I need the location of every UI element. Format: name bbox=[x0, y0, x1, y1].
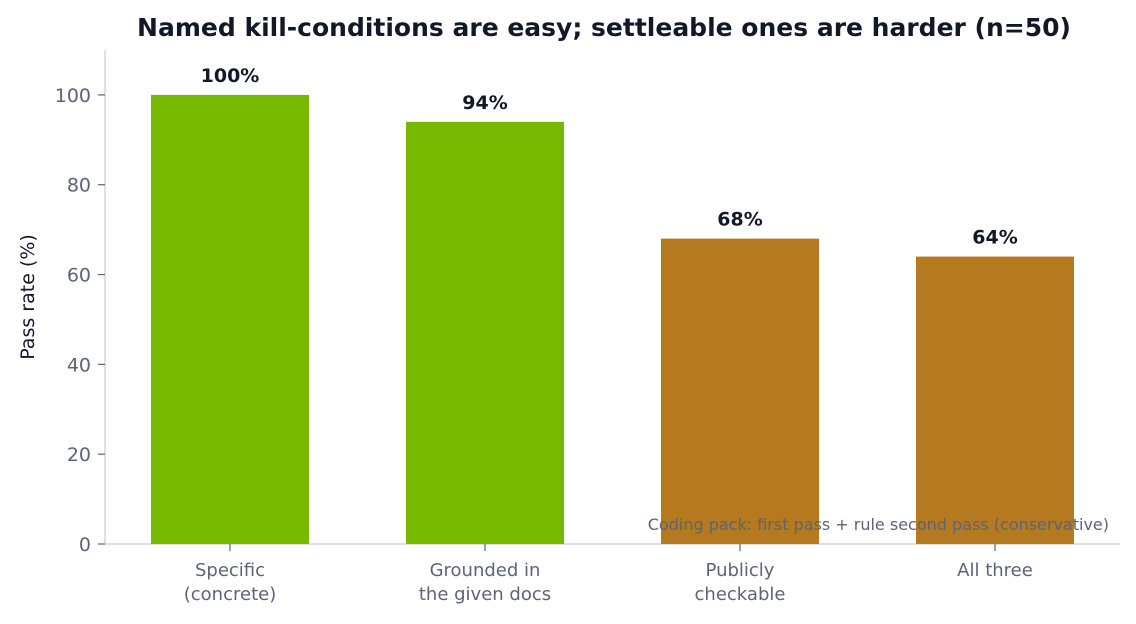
chart-annotation: Coding pack: first pass + rule second pa… bbox=[648, 515, 1109, 534]
y-tick-label: 60 bbox=[67, 265, 91, 287]
x-tick-label: (concrete) bbox=[184, 584, 276, 605]
y-tick-label: 40 bbox=[67, 354, 91, 376]
chart-title: Named kill-conditions are easy; settleab… bbox=[137, 13, 1071, 42]
y-tick-label: 100 bbox=[55, 85, 91, 107]
bar bbox=[661, 238, 819, 545]
bar-value-label: 68% bbox=[717, 209, 762, 231]
bar-value-label: 94% bbox=[462, 92, 507, 114]
bar-value-label: 100% bbox=[201, 65, 260, 87]
y-tick-label: 80 bbox=[67, 175, 91, 197]
y-tick-label: 20 bbox=[67, 444, 91, 466]
bar bbox=[151, 94, 309, 544]
bar bbox=[916, 256, 1074, 544]
x-tick-label: the given docs bbox=[419, 584, 551, 605]
x-tick-label: All three bbox=[957, 560, 1033, 581]
y-axis-label: Pass rate (%) bbox=[17, 234, 39, 360]
x-tick-label: Specific bbox=[195, 560, 265, 581]
x-tick-label: Grounded in bbox=[430, 560, 541, 581]
x-ticks: Specific (concrete) Grounded in the given d… bbox=[184, 544, 1033, 605]
bar-value-label: 64% bbox=[972, 227, 1017, 249]
y-tick-label: 0 bbox=[79, 534, 91, 556]
bars: 100% 94% 68% 64% bbox=[151, 65, 1074, 545]
bar bbox=[406, 121, 564, 544]
x-tick-label: Publicly bbox=[706, 560, 775, 581]
x-tick-label: checkable bbox=[695, 584, 786, 605]
y-ticks: 0 20 40 60 80 100 bbox=[55, 85, 105, 556]
